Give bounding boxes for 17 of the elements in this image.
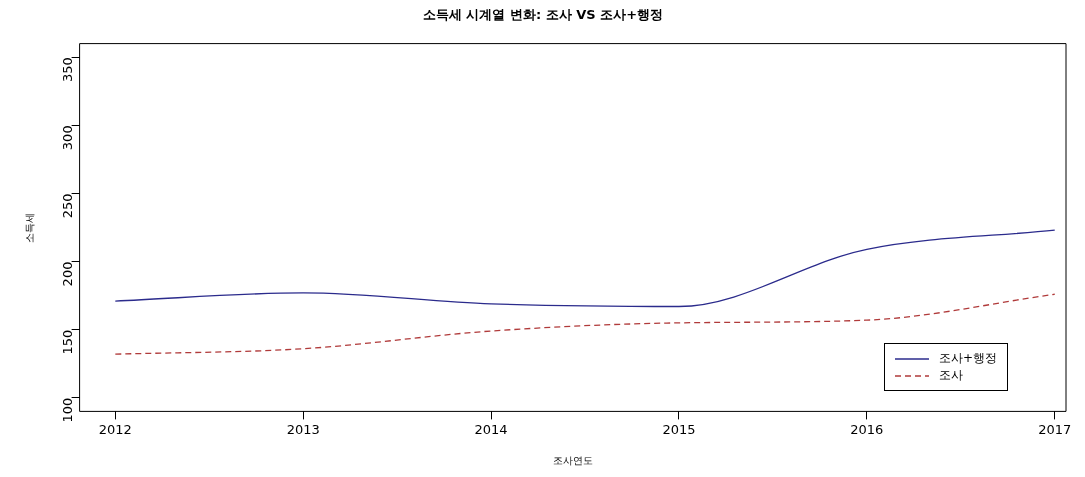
y-tick-label: 200 [59,261,75,287]
x-tick-label: 2017 [1038,421,1072,437]
x-tick-label: 2016 [850,421,884,437]
legend-label: 조사 [939,367,963,385]
x-tick-label: 2014 [474,421,508,437]
y-tick-label: 250 [59,193,75,219]
chart-title: 소득세 시계열 변화: 조사 VS 조사+행정 [422,7,664,23]
x-axis-title: 조사연도 [552,454,593,466]
x-tick-label: 2015 [662,421,696,437]
y-axis-title: 소득세 [23,212,35,243]
legend-label: 조사+행정 [939,350,998,368]
x-tick-label: 2012 [98,421,132,437]
x-tick-label: 2013 [286,421,320,437]
y-tick-label: 350 [59,57,75,83]
y-tick-label: 300 [59,125,75,151]
y-tick-label: 150 [59,329,75,355]
y-tick-label: 100 [59,397,75,423]
